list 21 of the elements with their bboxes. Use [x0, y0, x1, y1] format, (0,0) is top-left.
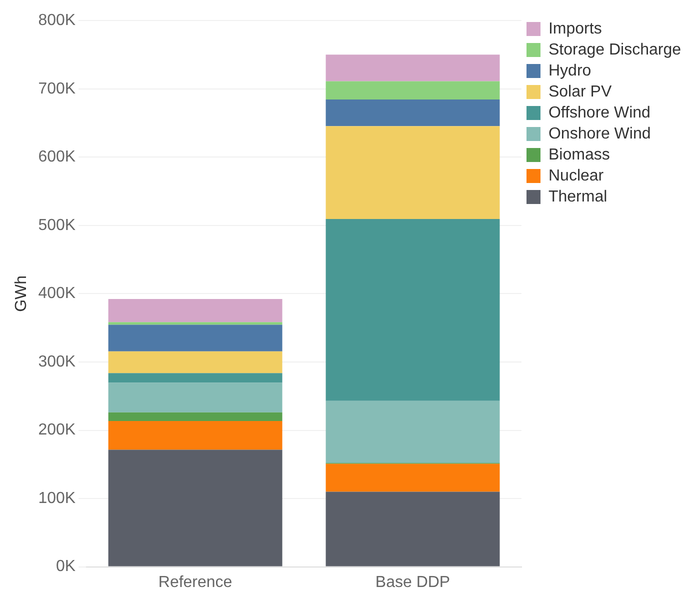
legend-label: Hydro — [548, 62, 592, 80]
y-tick-label: 400K — [38, 285, 76, 302]
y-tick-label: 100K — [38, 490, 76, 507]
y-tick-label: 500K — [38, 216, 76, 234]
y-axis-title: GWh — [13, 275, 30, 312]
legend-label: Storage Discharge — [548, 41, 682, 58]
y-tick-label: 200K — [38, 422, 76, 439]
legend-label: Thermal — [548, 188, 608, 206]
y-tick-label: 600K — [38, 148, 76, 166]
legend-label: Onshore Wind — [548, 125, 651, 142]
y-tick-label: 700K — [38, 80, 76, 98]
legend-label: Imports — [548, 20, 602, 38]
y-tick-label: 800K — [38, 12, 76, 30]
legend-label: Biomass — [548, 146, 610, 164]
y-tick-label: 300K — [38, 353, 76, 370]
legend-label: Nuclear — [548, 167, 604, 184]
y-tick-label: 0K — [56, 558, 76, 576]
legend-label: Solar PV — [548, 83, 612, 100]
x-tick-label: Reference — [158, 574, 232, 591]
legend-label: Offshore Wind — [548, 104, 650, 122]
x-tick-label: Base DDP — [375, 574, 450, 591]
